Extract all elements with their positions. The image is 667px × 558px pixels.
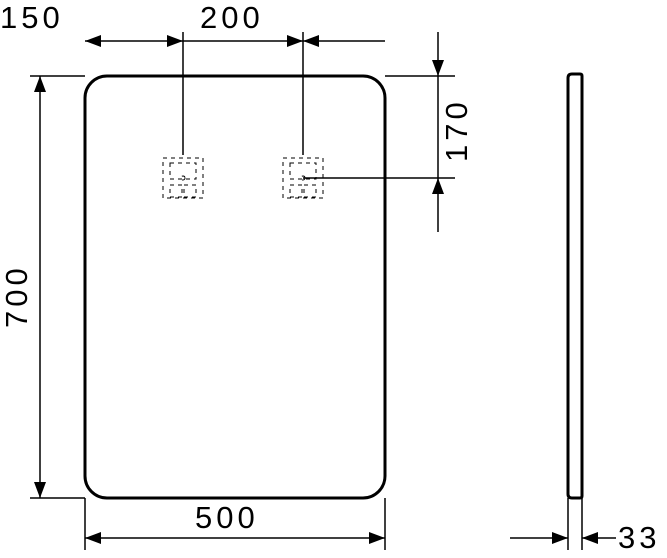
dim-150-label: 150	[0, 0, 64, 35]
technical-drawing: 150 200 170 700 500	[0, 0, 667, 558]
dim-700-label: 700	[0, 264, 34, 328]
dim-500-label: 500	[195, 500, 259, 535]
bracket-left	[163, 158, 203, 198]
dim-33-label: 33	[618, 520, 660, 555]
dim-700: 700	[0, 76, 85, 498]
dim-33: 33	[510, 498, 660, 555]
dim-500: 500	[85, 498, 385, 550]
side-profile	[568, 74, 582, 498]
dim-170-label: 170	[439, 98, 474, 162]
dim-170: 170	[303, 32, 474, 232]
panel-outline	[85, 76, 385, 498]
dim-200-label: 200	[200, 0, 264, 35]
